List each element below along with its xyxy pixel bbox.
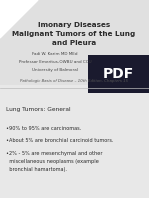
Bar <box>0 0 149 85</box>
Text: bronchial hamartoma).: bronchial hamartoma). <box>6 168 67 172</box>
Text: miscellaneous neoplasms (example: miscellaneous neoplasms (example <box>6 160 99 165</box>
Bar <box>88 55 149 93</box>
Text: •90% to 95% are carcinomas.: •90% to 95% are carcinomas. <box>6 126 81 130</box>
Text: University of Balmoral: University of Balmoral <box>32 68 78 72</box>
Text: and Pleura: and Pleura <box>52 40 96 46</box>
Text: Pathologic Basis of Disease – 10th Edition- Chapters 15: Pathologic Basis of Disease – 10th Editi… <box>20 79 128 83</box>
Text: Malignant Tumors of the Lung: Malignant Tumors of the Lung <box>12 31 136 37</box>
Text: PDF: PDF <box>103 67 134 81</box>
Text: Lung Tumors: General: Lung Tumors: General <box>6 108 71 112</box>
Text: Professor Emeritus-OWBU and CCU: Professor Emeritus-OWBU and CCU <box>19 60 91 64</box>
Polygon shape <box>0 0 38 38</box>
Text: lmonary Diseases: lmonary Diseases <box>38 22 110 28</box>
Text: Fadi W. Karim MD MEd: Fadi W. Karim MD MEd <box>32 52 78 56</box>
Text: •About 5% are bronchial carcinoid tumors.: •About 5% are bronchial carcinoid tumors… <box>6 138 114 144</box>
Text: •2% - 5% are mesenchymal and other: •2% - 5% are mesenchymal and other <box>6 151 103 156</box>
